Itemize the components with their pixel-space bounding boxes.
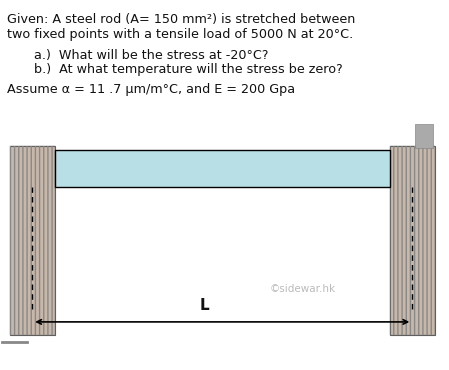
Bar <box>390 146 435 335</box>
Text: L: L <box>199 297 209 313</box>
Bar <box>390 146 435 335</box>
Text: ©sidewar.hk: ©sidewar.hk <box>269 283 335 294</box>
Bar <box>415 124 433 148</box>
Text: two fixed points with a tensile load of 5000 N at 20°C.: two fixed points with a tensile load of … <box>7 28 353 41</box>
Bar <box>10 146 55 335</box>
Bar <box>55 150 390 187</box>
Text: Given: A steel rod (A= 150 mm²) is stretched between: Given: A steel rod (A= 150 mm²) is stret… <box>7 13 355 26</box>
Text: Assume α = 11 .7 μm/m°C, and E = 200 Gpa: Assume α = 11 .7 μm/m°C, and E = 200 Gpa <box>7 83 295 96</box>
Text: a.)  What will be the stress at -20°C?: a.) What will be the stress at -20°C? <box>34 49 268 62</box>
Bar <box>10 146 55 335</box>
Text: b.)  At what temperature will the stress be zero?: b.) At what temperature will the stress … <box>34 63 343 76</box>
